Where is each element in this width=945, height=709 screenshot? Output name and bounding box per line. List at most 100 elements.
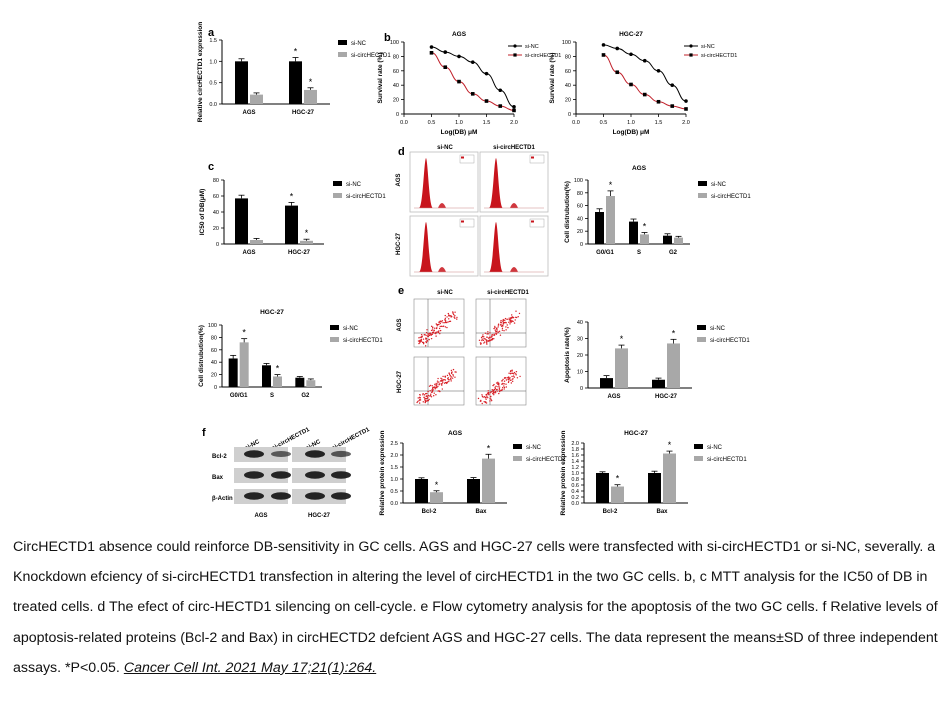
flow-event-dot bbox=[456, 316, 458, 319]
panel-letter-c: c bbox=[208, 161, 214, 173]
flow-event-dot bbox=[442, 381, 444, 383]
x-tick-label: 2.0 bbox=[510, 120, 518, 126]
flow-event-dot bbox=[449, 375, 452, 377]
flow-event-dot bbox=[494, 390, 497, 393]
flow-event-dot bbox=[429, 384, 432, 387]
protein-band bbox=[331, 450, 351, 458]
flow-event-dot bbox=[493, 388, 496, 391]
y-tick-label: 0.0 bbox=[209, 102, 217, 108]
y-tick-label: 20 bbox=[211, 373, 217, 379]
flow-event-dot bbox=[429, 395, 432, 397]
flow-plot-frame bbox=[413, 356, 465, 406]
significance-mark: * bbox=[242, 328, 246, 338]
flow-event-dot bbox=[430, 325, 433, 328]
x-tick-label: G2 bbox=[669, 250, 678, 256]
flow-event-dot bbox=[494, 386, 496, 389]
legend-label-si-circhectd1: si-circHECTD1 bbox=[526, 457, 566, 463]
y-tick-label: 40 bbox=[565, 83, 571, 89]
flow-event-dot bbox=[508, 321, 510, 324]
y-tick-label: 20 bbox=[213, 226, 219, 232]
bar bbox=[295, 377, 305, 387]
flow-event-dot bbox=[422, 394, 424, 396]
flow-event-dot bbox=[493, 383, 495, 386]
flow-event-dot bbox=[503, 386, 506, 389]
flow-event-dot bbox=[490, 398, 492, 400]
legend-label-si-nc: si-NC bbox=[710, 326, 726, 332]
flow-event-dot bbox=[426, 329, 428, 331]
bar bbox=[467, 479, 480, 503]
flow-event-dot bbox=[488, 393, 490, 396]
flow-event-dot bbox=[507, 326, 509, 329]
flow-event-dot bbox=[500, 389, 503, 391]
flow-event-dot bbox=[486, 392, 489, 395]
y-tick-label: 100 bbox=[562, 40, 571, 46]
flow-event-dot bbox=[437, 377, 439, 380]
flow-event-dot bbox=[485, 396, 487, 399]
legend-label-si-nc: si-NC bbox=[711, 182, 727, 188]
chart-title: AGS bbox=[448, 430, 463, 437]
y-tick-label: 1.0 bbox=[209, 59, 217, 65]
flow-cytometry-plot bbox=[475, 298, 527, 348]
flow-event-dot bbox=[519, 375, 521, 378]
flow-event-dot bbox=[431, 391, 434, 393]
bar bbox=[600, 378, 613, 388]
flow-event-dot bbox=[496, 390, 498, 392]
flow-event-dot bbox=[436, 327, 438, 329]
protein-band bbox=[331, 492, 351, 500]
flow-event-dot bbox=[428, 338, 430, 341]
flow-event-dot bbox=[502, 320, 504, 322]
flow-event-dot bbox=[510, 317, 512, 319]
figure-caption: CircHECTD1 absence could reinforce DB-se… bbox=[13, 532, 938, 683]
legend-marker-si-nc bbox=[513, 44, 517, 48]
g1-peak bbox=[419, 158, 433, 208]
x-axis-label: Log(DB) μM bbox=[613, 129, 650, 136]
flow-event-dot bbox=[429, 334, 431, 336]
x-tick-label: Bax bbox=[475, 509, 487, 515]
protein-band bbox=[244, 471, 264, 479]
x-tick-label: S bbox=[637, 250, 641, 256]
y-tick-label: 40 bbox=[211, 360, 217, 366]
flow-event-dot bbox=[436, 323, 439, 326]
flow-event-dot bbox=[497, 326, 499, 328]
flow-event-dot bbox=[481, 338, 483, 340]
y-tick-label: 60 bbox=[393, 69, 399, 75]
flow-event-dot bbox=[433, 395, 435, 397]
flow-event-dot bbox=[503, 380, 506, 382]
citation-link[interactable]: Cancer Cell Int. 2021 May 17;21(1):264. bbox=[123, 659, 377, 676]
flow-event-dot bbox=[432, 331, 435, 334]
g1-peak bbox=[489, 158, 503, 208]
legend-swatch-si-circhectd1 bbox=[338, 52, 347, 57]
legend-marker-si-circhectd1 bbox=[513, 53, 517, 57]
flow-event-dot bbox=[425, 397, 428, 400]
x-tick-label: AGS bbox=[242, 110, 255, 116]
x-tick-label: HGC-27 bbox=[288, 250, 311, 256]
significance-mark: * bbox=[435, 480, 439, 490]
flow-event-dot bbox=[424, 398, 426, 400]
legend-swatch-si-nc bbox=[697, 325, 706, 330]
y-tick-label: 2.0 bbox=[571, 441, 579, 447]
y-tick-label: 0 bbox=[580, 386, 583, 392]
y-tick-label: 1.0 bbox=[571, 471, 579, 477]
significance-mark: * bbox=[620, 334, 624, 344]
flow-event-dot bbox=[508, 372, 510, 374]
flow-event-dot bbox=[423, 394, 426, 396]
flow-event-dot bbox=[425, 395, 427, 398]
flow-event-dot bbox=[451, 315, 453, 318]
flow-cytometry-plot bbox=[413, 356, 465, 406]
y-tick-label: 2.0 bbox=[390, 453, 398, 459]
flow-event-dot bbox=[515, 370, 518, 373]
flow-event-dot bbox=[430, 393, 432, 395]
flow-event-dot bbox=[506, 318, 508, 321]
flow-event-dot bbox=[481, 339, 483, 342]
x-tick-label: 1.5 bbox=[483, 120, 491, 126]
flow-event-dot bbox=[436, 325, 438, 327]
flow-event-dot bbox=[490, 399, 493, 402]
y-tick-label: 20 bbox=[577, 229, 583, 235]
x-tick-label: G0/G1 bbox=[230, 393, 248, 399]
bar bbox=[596, 473, 609, 503]
flow-event-dot bbox=[420, 339, 422, 341]
flow-event-dot bbox=[487, 333, 489, 335]
flow-event-dot bbox=[497, 331, 500, 333]
chart-f-hgc: 0.00.20.40.60.81.01.21.41.61.82.0 Relativ… bbox=[560, 430, 747, 515]
